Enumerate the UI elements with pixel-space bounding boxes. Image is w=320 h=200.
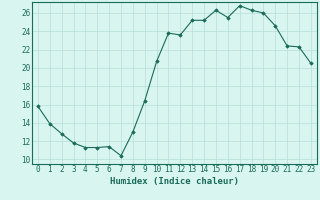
X-axis label: Humidex (Indice chaleur): Humidex (Indice chaleur) — [110, 177, 239, 186]
